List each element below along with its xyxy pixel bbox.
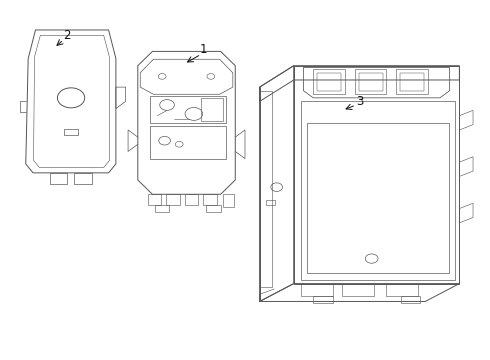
Text: 3: 3 [356,95,363,108]
Text: 1: 1 [200,43,207,56]
Text: 2: 2 [63,29,71,42]
